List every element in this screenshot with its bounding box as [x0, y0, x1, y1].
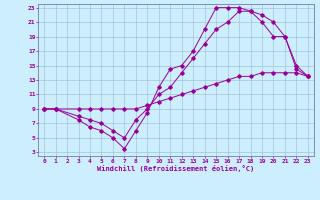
- X-axis label: Windchill (Refroidissement éolien,°C): Windchill (Refroidissement éolien,°C): [97, 165, 255, 172]
